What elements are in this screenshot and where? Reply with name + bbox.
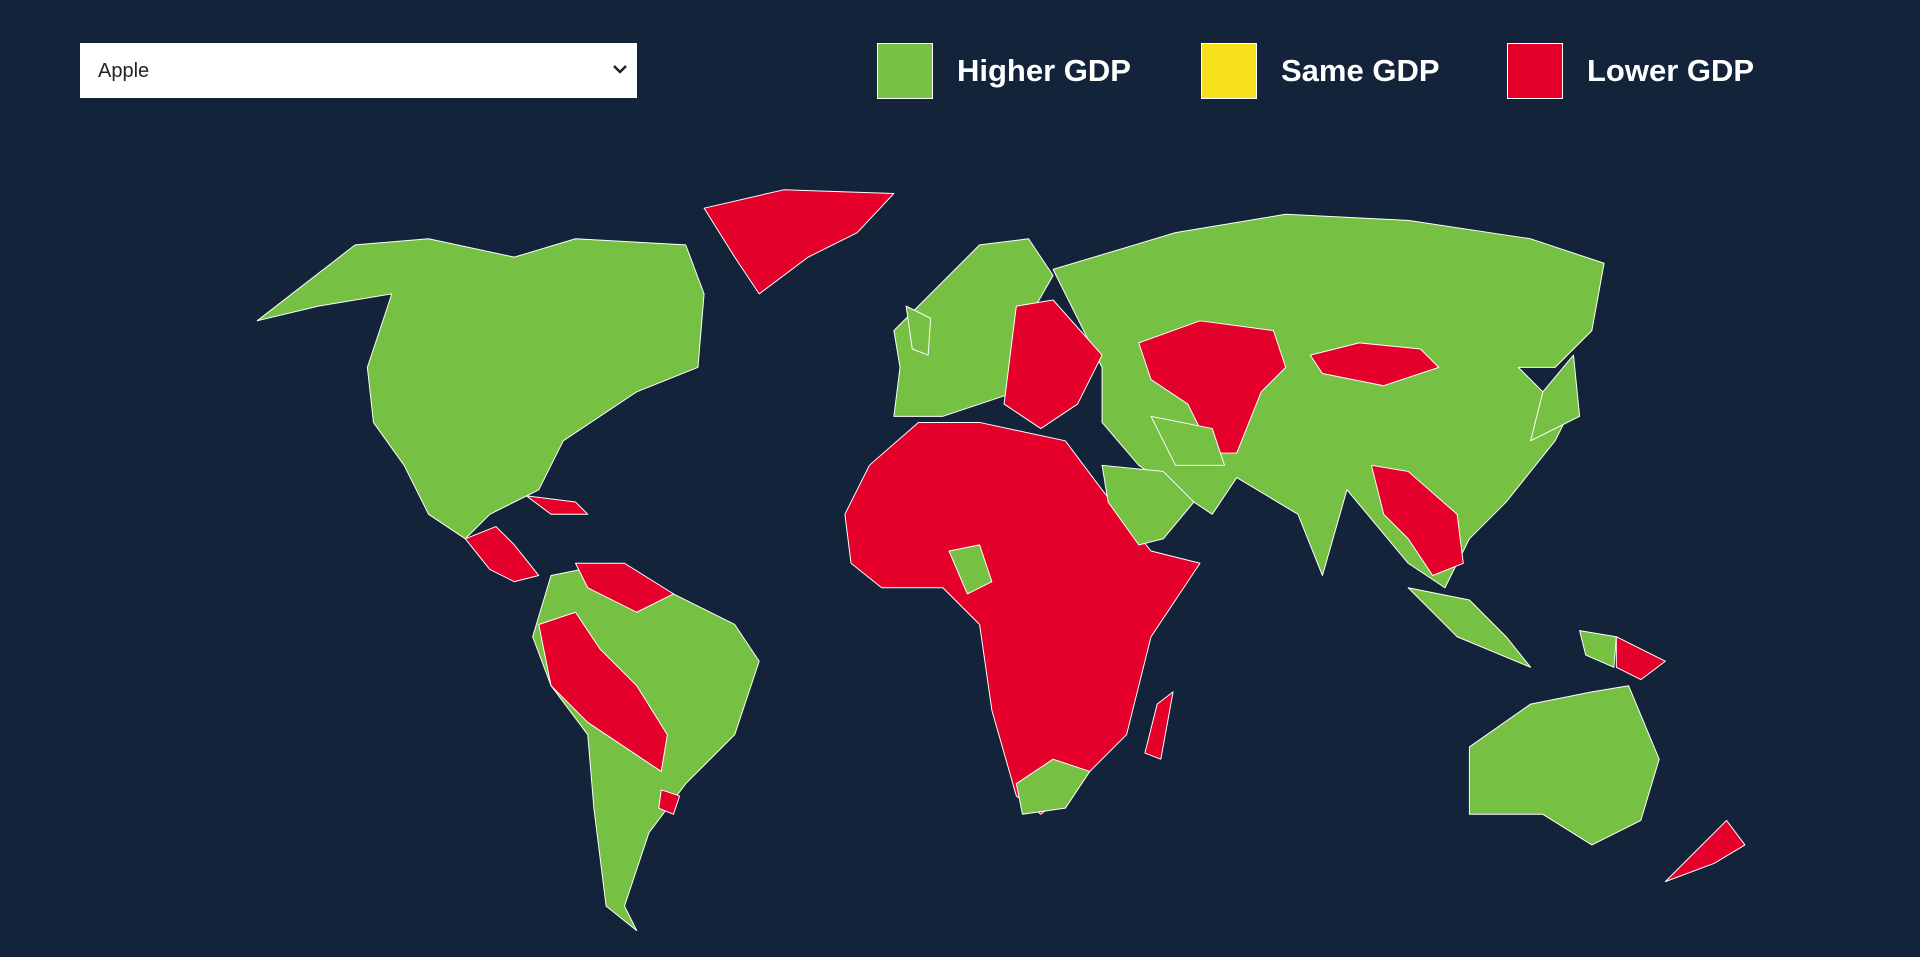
company-dropdown[interactable]: Apple	[80, 43, 637, 98]
region	[256, 238, 705, 540]
region	[1144, 691, 1174, 760]
region	[948, 544, 993, 595]
legend-label: Same GDP	[1281, 53, 1440, 88]
legend-swatch	[1507, 43, 1563, 99]
dropdown-arrow	[613, 65, 627, 74]
region	[658, 789, 681, 815]
region	[1370, 464, 1464, 577]
region	[575, 562, 674, 613]
legend-swatch	[1201, 43, 1257, 99]
region	[1530, 354, 1581, 442]
region	[1003, 299, 1103, 430]
region	[905, 305, 932, 356]
region	[538, 611, 668, 772]
legend-label: Lower GDP	[1587, 53, 1755, 88]
legend-label: Higher GDP	[957, 53, 1131, 88]
region	[532, 562, 760, 932]
region	[1579, 630, 1617, 668]
region	[464, 526, 540, 583]
region	[1101, 464, 1195, 546]
region	[1468, 685, 1660, 846]
region	[1150, 415, 1225, 466]
region	[1138, 320, 1287, 454]
region	[526, 495, 589, 515]
region	[893, 238, 1054, 417]
region	[1664, 819, 1746, 883]
region	[703, 189, 895, 295]
dropdown-value: Apple	[98, 60, 150, 82]
region	[1615, 636, 1666, 681]
region	[1052, 213, 1605, 589]
region	[1309, 342, 1440, 387]
region	[844, 421, 1201, 815]
region	[1015, 758, 1091, 815]
legend-swatch	[877, 43, 933, 99]
region	[1407, 587, 1532, 668]
